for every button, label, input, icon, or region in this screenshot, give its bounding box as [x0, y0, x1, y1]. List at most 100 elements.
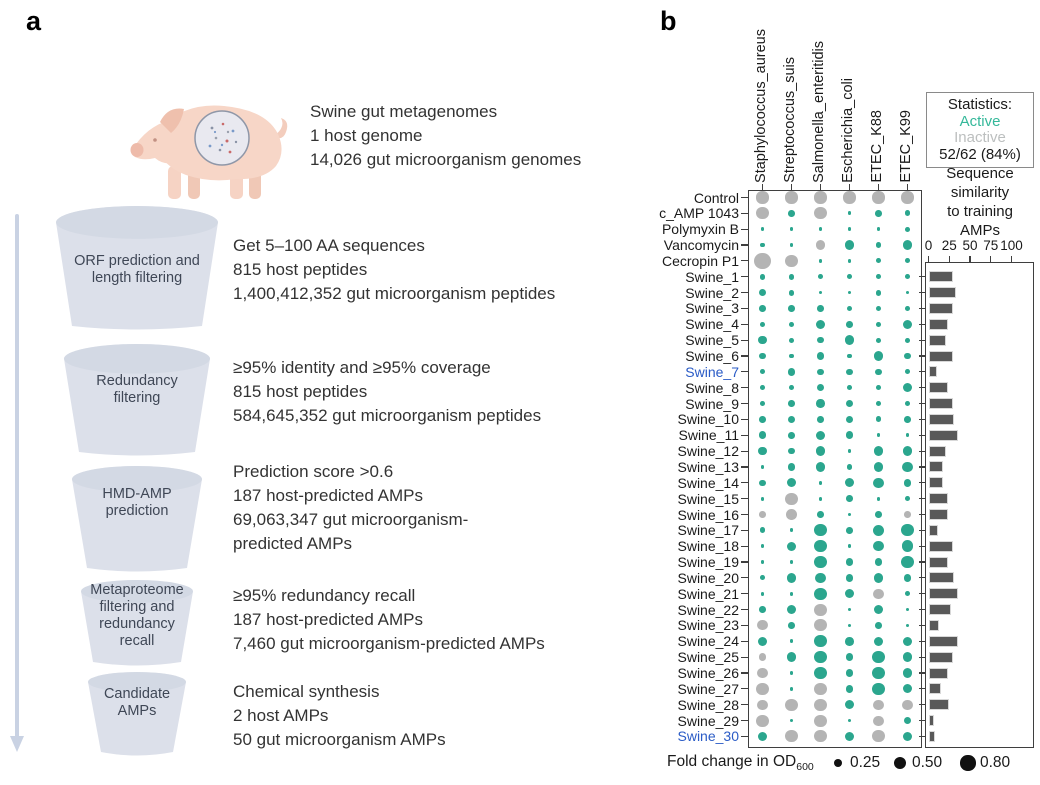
activity-dot	[814, 730, 827, 743]
activity-dot	[759, 479, 766, 487]
activity-dot	[846, 464, 853, 470]
activity-dot	[814, 603, 827, 616]
activity-dot	[760, 385, 765, 391]
activity-dot	[875, 289, 882, 296]
similarity-bar	[928, 382, 948, 394]
activity-dot	[758, 431, 767, 440]
activity-dot	[847, 544, 852, 549]
column-tick	[906, 184, 909, 190]
activity-dot	[757, 620, 768, 631]
activity-dot	[786, 541, 797, 551]
activity-dot	[847, 385, 852, 391]
activity-dot	[814, 556, 827, 569]
stats-active-label: Active	[959, 112, 1001, 130]
activity-dot	[902, 699, 913, 710]
similarity-bar	[928, 730, 936, 742]
activity-dot	[876, 496, 881, 501]
activity-dot	[814, 191, 827, 204]
activity-dot	[814, 587, 827, 600]
similarity-bar	[928, 699, 950, 711]
activity-dot	[873, 699, 884, 710]
activity-dot	[759, 305, 766, 312]
column-label: Salmonella_enteritidis	[810, 41, 827, 183]
activity-dot	[847, 449, 852, 453]
pig-illustration	[130, 105, 288, 199]
activity-dot	[872, 730, 885, 743]
activity-dot	[788, 400, 795, 407]
bar-row-tick	[919, 545, 925, 547]
row-tick	[741, 609, 748, 611]
row-tick	[741, 624, 748, 627]
similarity-bar	[928, 715, 935, 727]
row-tick	[741, 640, 748, 642]
activity-dot	[876, 227, 881, 232]
bar-row-tick	[919, 640, 925, 642]
activity-dot	[815, 319, 826, 329]
activity-dot	[760, 321, 765, 327]
axis-tick-label: 0	[924, 238, 933, 253]
activity-dot	[875, 210, 882, 217]
funnel-shape	[64, 344, 210, 456]
axis-tick	[927, 256, 930, 262]
column-label: ETEC_K99	[897, 110, 914, 183]
activity-dot	[876, 385, 881, 391]
activity-dot	[847, 227, 852, 232]
activity-dot	[818, 227, 823, 232]
funnel-shape	[56, 206, 219, 330]
column-tick	[790, 184, 793, 190]
bar-row-tick	[919, 529, 925, 531]
activity-dot	[873, 715, 884, 726]
activity-dot	[872, 191, 885, 204]
funnel-shape	[88, 672, 186, 756]
bar-row-tick	[919, 482, 925, 484]
step-text-orf: Get 5–100 AA sequences 815 host peptides 1…	[233, 236, 556, 303]
activity-dot	[904, 352, 911, 360]
row-tick	[741, 561, 748, 563]
activity-dot	[786, 478, 797, 488]
column-label: Staphylococcus_aureus	[752, 29, 769, 183]
bar-row-tick	[919, 307, 925, 310]
activity-dot	[814, 714, 827, 727]
activity-dot	[817, 336, 824, 344]
bar-row-tick	[919, 656, 925, 658]
statistics-box: Statistics: Active Inactive 52/62 (84%)	[926, 92, 1034, 168]
similarity-bar	[928, 477, 944, 489]
activity-dot	[844, 478, 855, 488]
activity-dot	[844, 335, 855, 345]
similarity-bar	[928, 524, 939, 536]
row-label: Swine_11	[678, 427, 739, 444]
row-tick	[741, 292, 748, 294]
activity-dot	[845, 669, 854, 677]
activity-dot	[846, 368, 853, 376]
pig-eye	[153, 138, 157, 142]
activity-dot	[756, 682, 769, 696]
activity-dot	[758, 653, 767, 661]
activity-dot	[757, 731, 768, 742]
activity-dot	[788, 622, 795, 629]
similarity-bar	[928, 334, 946, 346]
activity-dot	[817, 305, 824, 312]
activity-dot	[905, 591, 910, 597]
row-label: Swine_6	[685, 348, 739, 364]
activity-dot	[757, 667, 768, 679]
row-label: Swine_26	[677, 665, 740, 681]
activity-dot	[815, 462, 826, 472]
row-label: Swine_17	[677, 522, 740, 539]
activity-dot	[847, 607, 852, 612]
pig-snout	[130, 143, 144, 157]
activity-dot	[875, 622, 882, 629]
activity-dot	[758, 446, 767, 456]
activity-dot	[847, 258, 852, 263]
row-label: Vancomycin	[663, 237, 739, 254]
activity-dot	[789, 639, 794, 644]
column-tick	[848, 184, 851, 190]
legend-label: Fold change in OD600	[667, 753, 814, 773]
activity-dot	[904, 210, 911, 217]
activity-dot	[845, 574, 854, 582]
activity-dot	[814, 540, 827, 553]
step-text-candidate: Chemical synthesis 2 host AMPs 50 gut micr…	[233, 682, 446, 749]
activity-dot	[901, 556, 914, 569]
activity-dot	[756, 207, 769, 220]
row-label: Swine_9	[685, 395, 739, 412]
